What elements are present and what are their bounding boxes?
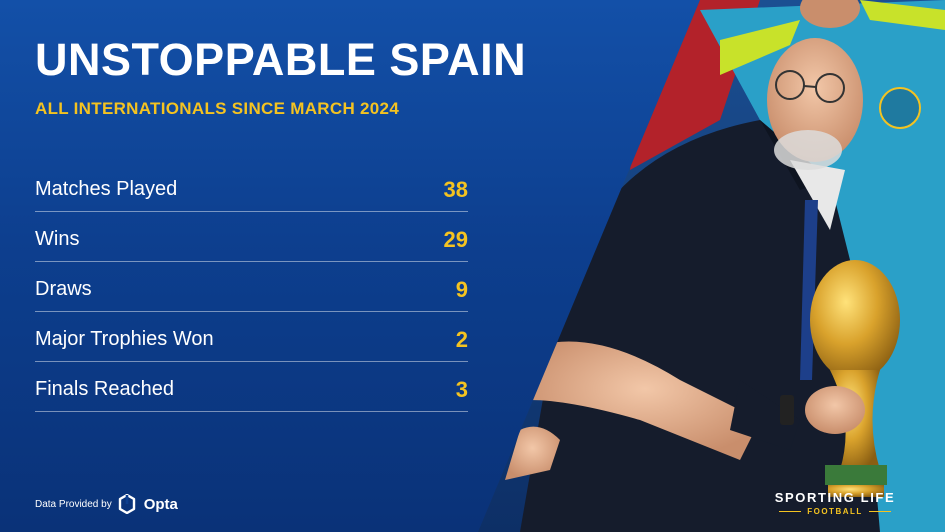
stat-label: Draws bbox=[35, 278, 92, 300]
publisher-section: FOOTBALL bbox=[807, 507, 863, 516]
stat-row-major-trophies: Major Trophies Won 2 bbox=[35, 312, 468, 362]
stat-row-draws: Draws 9 bbox=[35, 262, 468, 312]
stat-value: 3 bbox=[455, 377, 468, 402]
stat-value: 9 bbox=[455, 277, 468, 302]
stat-value: 2 bbox=[455, 327, 468, 352]
stat-row-finals-reached: Finals Reached 3 bbox=[35, 362, 468, 412]
provided-by-label: Data Provided by bbox=[35, 498, 112, 510]
sporting-life-logo: SPORTING LIFE FOOTBALL bbox=[770, 490, 900, 516]
stat-value: 38 bbox=[443, 177, 468, 202]
stat-label: Matches Played bbox=[35, 178, 178, 200]
stats-table: Matches Played 38 Wins 29 Draws 9 Major … bbox=[35, 162, 468, 412]
data-provider-credit: Data Provided by Opta bbox=[35, 494, 178, 514]
page-title: UNSTOPPABLE SPAIN bbox=[35, 34, 527, 85]
stat-label: Major Trophies Won bbox=[35, 328, 214, 350]
stat-label: Wins bbox=[35, 228, 80, 250]
stat-row-wins: Wins 29 bbox=[35, 212, 468, 262]
stat-value: 29 bbox=[443, 227, 468, 252]
publisher-name: SPORTING LIFE bbox=[774, 490, 896, 505]
opta-logo-icon bbox=[118, 494, 135, 514]
opta-brand: Opta bbox=[143, 495, 178, 513]
divider-right bbox=[868, 511, 891, 512]
stat-row-matches-played: Matches Played 38 bbox=[35, 162, 468, 212]
page-subtitle: ALL INTERNATIONALS SINCE MARCH 2024 bbox=[35, 99, 400, 118]
stat-label: Finals Reached bbox=[35, 378, 174, 400]
publisher-subline: FOOTBALL bbox=[770, 507, 900, 516]
divider-left bbox=[779, 511, 802, 512]
